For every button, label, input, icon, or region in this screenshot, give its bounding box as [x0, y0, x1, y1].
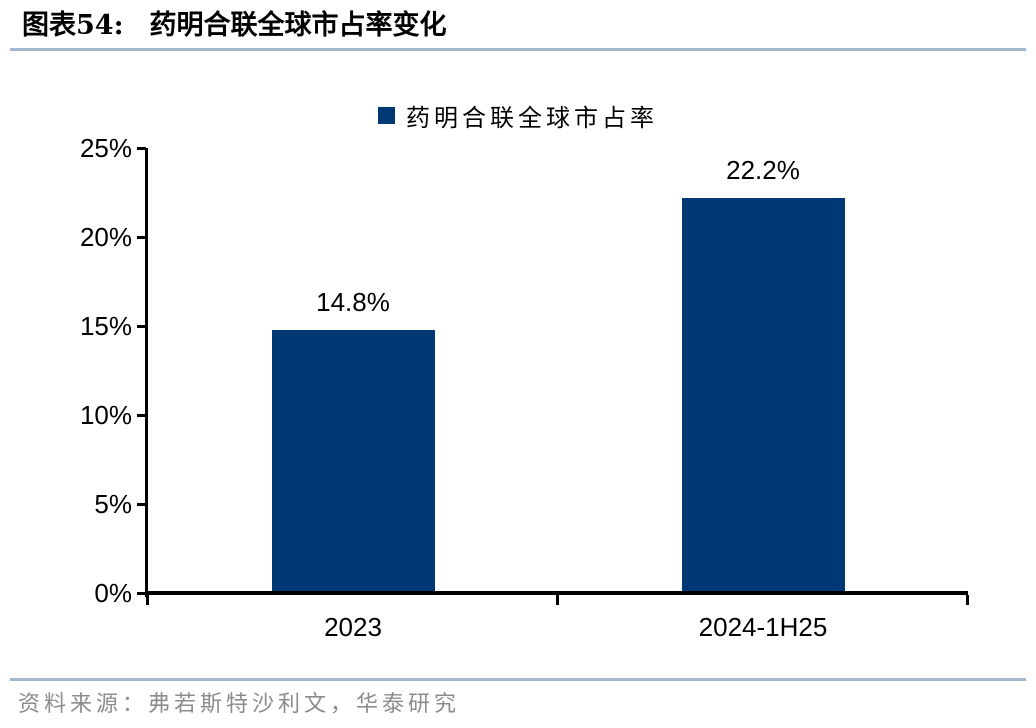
bar-value-label: 14.8% — [316, 286, 390, 317]
legend-item: 药明合联全球市占率 — [378, 98, 658, 133]
x-axis-line — [145, 591, 968, 595]
y-axis-tick — [137, 325, 146, 328]
y-axis-tick-label: 5% — [94, 489, 132, 519]
y-axis-tick-label: 0% — [94, 578, 132, 608]
y-axis-tick — [137, 236, 146, 239]
y-axis-tick — [137, 592, 146, 595]
figure-header: 图表54: 药明合联全球市占率变化 — [10, 8, 1026, 51]
title-underline-rule — [10, 48, 1026, 51]
y-axis-line — [145, 148, 148, 597]
figure-title-row: 图表54: 药明合联全球市占率变化 — [10, 8, 1026, 44]
x-axis-category-label: 2024-1H25 — [698, 612, 828, 642]
legend-color-swatch-icon — [378, 107, 395, 124]
x-axis-tick — [146, 595, 149, 605]
source-attribution: 资料来源：弗若斯特沙利文，华泰研究 — [18, 692, 461, 717]
legend-item-label: 药明合联全球市占率 — [406, 104, 658, 132]
chart-legend: 药明合联全球市占率 — [0, 98, 1036, 133]
bar — [271, 329, 435, 591]
y-axis-tick-label: 10% — [79, 400, 132, 430]
y-axis-tick — [137, 414, 146, 417]
bar-value-label: 22.2% — [726, 154, 800, 185]
footer-divider-rule — [10, 678, 1026, 681]
y-axis-tick — [137, 503, 146, 506]
y-axis-tick-label: 20% — [79, 222, 132, 252]
bar — [681, 197, 845, 591]
x-axis-tick — [966, 595, 969, 605]
y-axis-tick-label: 25% — [79, 133, 132, 163]
figure-title-text: 药明合联全球市占率变化 — [149, 10, 447, 41]
figure-number-label: 图表54: — [22, 10, 124, 41]
y-axis-tick — [137, 147, 146, 150]
x-axis-tick — [556, 595, 559, 605]
x-axis-category-label: 2023 — [324, 612, 382, 642]
y-axis-tick-label: 15% — [79, 311, 132, 341]
